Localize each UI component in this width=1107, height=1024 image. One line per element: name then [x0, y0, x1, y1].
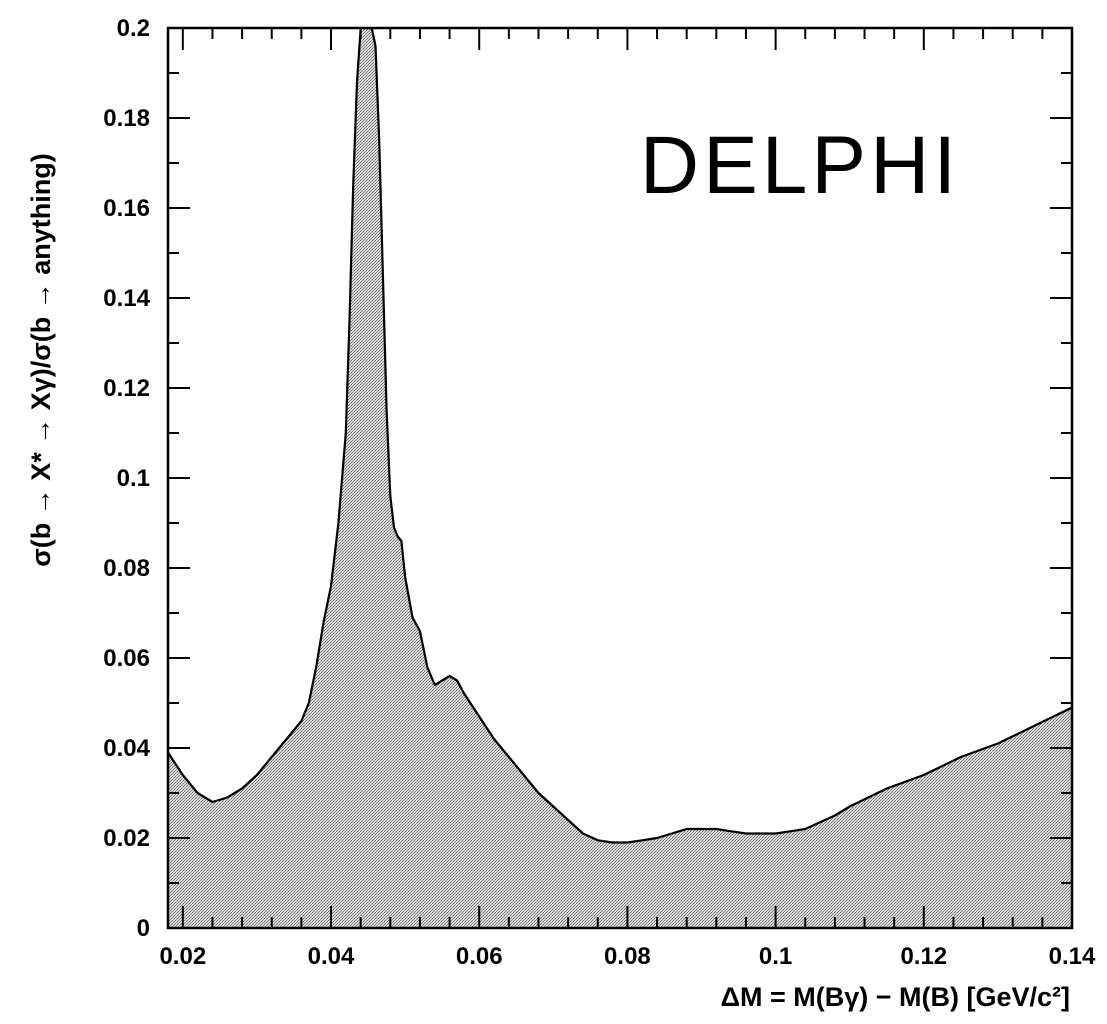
y-tick-label: 0	[137, 915, 150, 942]
series-line	[168, 28, 1072, 844]
x-tick-label: 0.06	[456, 943, 503, 970]
y-axis-title: σ(b → X* → Xγ)/σ(b → anything)	[26, 153, 56, 566]
x-tick-label: 0.12	[900, 943, 947, 970]
y-tick-label: 0.08	[103, 555, 150, 582]
y-tick-label: 0.04	[103, 735, 150, 762]
y-tick-label: 0.12	[103, 375, 150, 402]
x-axis-title: ΔM = M(Bγ) − M(B) [GeV/c²]	[721, 982, 1070, 1012]
y-tick-label: 0.1	[117, 465, 150, 492]
x-tick-label: 0.04	[308, 943, 355, 970]
y-tick-label: 0.06	[103, 645, 150, 672]
x-tick-label: 0.1	[759, 943, 792, 970]
y-tick-label: 0.16	[103, 195, 150, 222]
x-tick-label: 0.02	[159, 943, 206, 970]
x-tick-label: 0.08	[604, 943, 651, 970]
y-tick-label: 0.2	[117, 15, 150, 42]
y-tick-label: 0.18	[103, 105, 150, 132]
x-tick-label: 0.14	[1049, 943, 1096, 970]
series-area	[168, 28, 1072, 928]
y-tick-label: 0.02	[103, 825, 150, 852]
experiment-label: DELPHI	[640, 120, 960, 211]
y-tick-label: 0.14	[103, 285, 150, 312]
